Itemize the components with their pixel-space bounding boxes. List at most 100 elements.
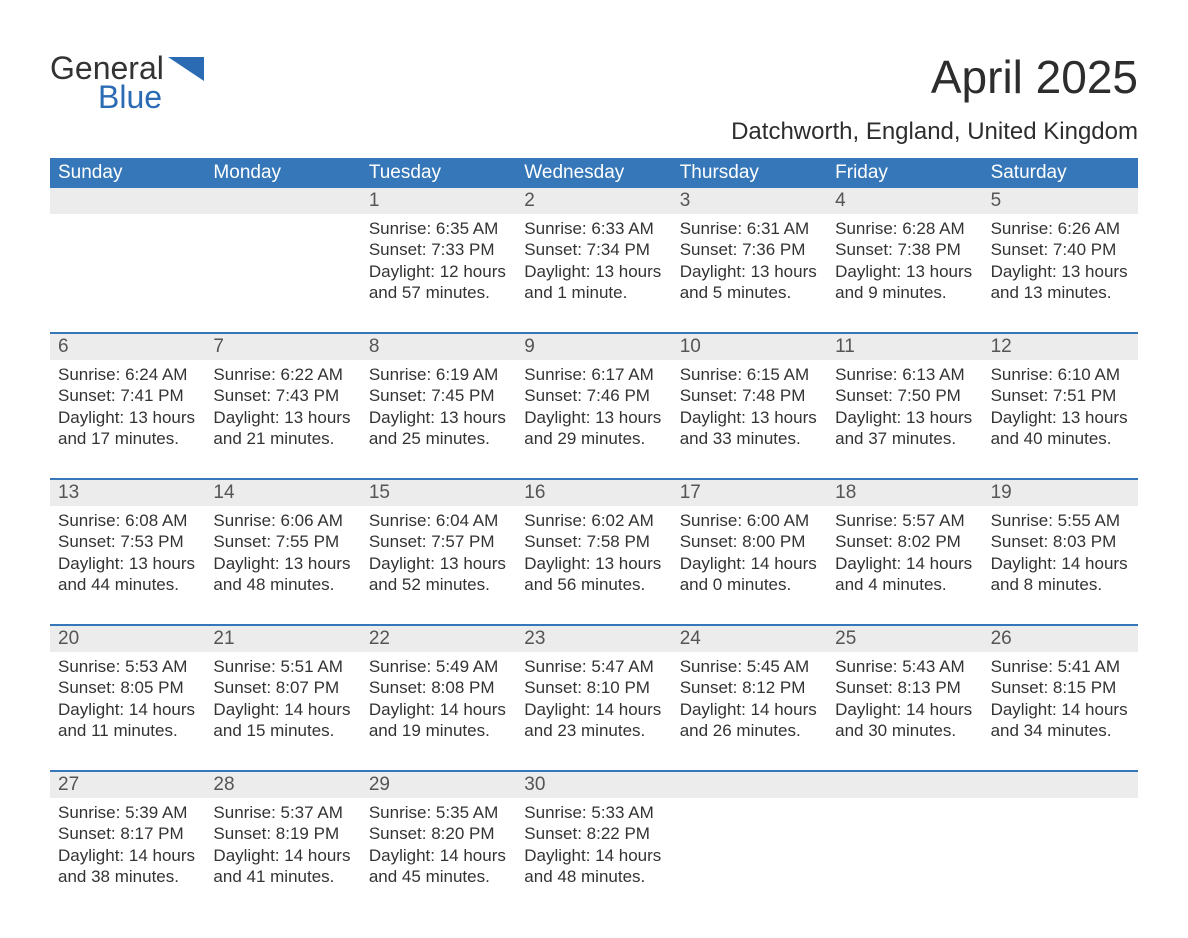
- day-header: Thursday: [672, 158, 827, 188]
- daylight-text: Daylight: 13 hours and 52 minutes.: [369, 553, 508, 596]
- day-number: [827, 772, 982, 798]
- sunrise-text: Sunrise: 5:35 AM: [369, 802, 508, 823]
- calendar: SundayMondayTuesdayWednesdayThursdayFrid…: [50, 158, 1138, 898]
- calendar-cell: [50, 214, 205, 314]
- day-header: Saturday: [983, 158, 1138, 188]
- daylight-text: Daylight: 13 hours and 44 minutes.: [58, 553, 197, 596]
- sunset-text: Sunset: 8:13 PM: [835, 677, 974, 698]
- calendar-cell: Sunrise: 6:13 AMSunset: 7:50 PMDaylight:…: [827, 360, 982, 460]
- sunset-text: Sunset: 8:00 PM: [680, 531, 819, 552]
- sunrise-text: Sunrise: 6:00 AM: [680, 510, 819, 531]
- day-number: 1: [361, 188, 516, 214]
- day-number: 8: [361, 334, 516, 360]
- sunrise-text: Sunrise: 6:19 AM: [369, 364, 508, 385]
- daylight-text: Daylight: 12 hours and 57 minutes.: [369, 261, 508, 304]
- sunrise-text: Sunrise: 5:37 AM: [213, 802, 352, 823]
- daylight-text: Daylight: 14 hours and 8 minutes.: [991, 553, 1130, 596]
- sunrise-text: Sunrise: 5:55 AM: [991, 510, 1130, 531]
- calendar-cell: [827, 798, 982, 898]
- sunset-text: Sunset: 8:05 PM: [58, 677, 197, 698]
- month-title: April 2025: [731, 50, 1138, 104]
- day-number-row: 20212223242526: [50, 626, 1138, 652]
- sunrise-text: Sunrise: 5:45 AM: [680, 656, 819, 677]
- calendar-cell: Sunrise: 6:33 AMSunset: 7:34 PMDaylight:…: [516, 214, 671, 314]
- day-number: 12: [983, 334, 1138, 360]
- daylight-text: Daylight: 14 hours and 45 minutes.: [369, 845, 508, 888]
- sunrise-text: Sunrise: 6:35 AM: [369, 218, 508, 239]
- day-number: [50, 188, 205, 214]
- day-number-row: 27282930: [50, 772, 1138, 798]
- daylight-text: Daylight: 13 hours and 9 minutes.: [835, 261, 974, 304]
- sunset-text: Sunset: 8:07 PM: [213, 677, 352, 698]
- calendar-cell: Sunrise: 5:33 AMSunset: 8:22 PMDaylight:…: [516, 798, 671, 898]
- calendar-cell: [205, 214, 360, 314]
- day-number: 22: [361, 626, 516, 652]
- sunrise-text: Sunrise: 5:57 AM: [835, 510, 974, 531]
- day-number: 19: [983, 480, 1138, 506]
- sunset-text: Sunset: 7:51 PM: [991, 385, 1130, 406]
- daylight-text: Daylight: 14 hours and 38 minutes.: [58, 845, 197, 888]
- daylight-text: Daylight: 13 hours and 56 minutes.: [524, 553, 663, 596]
- day-header: Tuesday: [361, 158, 516, 188]
- daylight-text: Daylight: 13 hours and 17 minutes.: [58, 407, 197, 450]
- day-number: 11: [827, 334, 982, 360]
- daylight-text: Daylight: 14 hours and 26 minutes.: [680, 699, 819, 742]
- sunrise-text: Sunrise: 5:47 AM: [524, 656, 663, 677]
- daylight-text: Daylight: 14 hours and 41 minutes.: [213, 845, 352, 888]
- calendar-cell: Sunrise: 5:35 AMSunset: 8:20 PMDaylight:…: [361, 798, 516, 898]
- sunrise-text: Sunrise: 5:33 AM: [524, 802, 663, 823]
- day-number: 6: [50, 334, 205, 360]
- calendar-cell: Sunrise: 6:00 AMSunset: 8:00 PMDaylight:…: [672, 506, 827, 606]
- day-header: Monday: [205, 158, 360, 188]
- daylight-text: Daylight: 14 hours and 30 minutes.: [835, 699, 974, 742]
- week-row: 12345Sunrise: 6:35 AMSunset: 7:33 PMDayl…: [50, 188, 1138, 314]
- daylight-text: Daylight: 14 hours and 0 minutes.: [680, 553, 819, 596]
- day-number: 23: [516, 626, 671, 652]
- sunrise-text: Sunrise: 6:04 AM: [369, 510, 508, 531]
- calendar-cell: [672, 798, 827, 898]
- sunrise-text: Sunrise: 5:43 AM: [835, 656, 974, 677]
- day-number: 21: [205, 626, 360, 652]
- calendar-cell: Sunrise: 6:04 AMSunset: 7:57 PMDaylight:…: [361, 506, 516, 606]
- sunset-text: Sunset: 7:38 PM: [835, 239, 974, 260]
- sunrise-text: Sunrise: 6:28 AM: [835, 218, 974, 239]
- daylight-text: Daylight: 14 hours and 11 minutes.: [58, 699, 197, 742]
- daylight-text: Daylight: 14 hours and 15 minutes.: [213, 699, 352, 742]
- daylight-text: Daylight: 14 hours and 48 minutes.: [524, 845, 663, 888]
- sunset-text: Sunset: 8:08 PM: [369, 677, 508, 698]
- day-number: 17: [672, 480, 827, 506]
- daylight-text: Daylight: 14 hours and 19 minutes.: [369, 699, 508, 742]
- calendar-cell: Sunrise: 5:49 AMSunset: 8:08 PMDaylight:…: [361, 652, 516, 752]
- day-number-row: 12345: [50, 188, 1138, 214]
- day-number: 28: [205, 772, 360, 798]
- sunrise-text: Sunrise: 5:39 AM: [58, 802, 197, 823]
- daylight-text: Daylight: 14 hours and 34 minutes.: [991, 699, 1130, 742]
- logo: General Blue: [50, 50, 204, 116]
- sunset-text: Sunset: 7:45 PM: [369, 385, 508, 406]
- daylight-text: Daylight: 13 hours and 37 minutes.: [835, 407, 974, 450]
- daylight-text: Daylight: 13 hours and 33 minutes.: [680, 407, 819, 450]
- day-number: 2: [516, 188, 671, 214]
- day-number: 4: [827, 188, 982, 214]
- calendar-cell: Sunrise: 6:28 AMSunset: 7:38 PMDaylight:…: [827, 214, 982, 314]
- calendar-cell: Sunrise: 6:02 AMSunset: 7:58 PMDaylight:…: [516, 506, 671, 606]
- sunset-text: Sunset: 8:22 PM: [524, 823, 663, 844]
- sunset-text: Sunset: 8:15 PM: [991, 677, 1130, 698]
- day-number: 25: [827, 626, 982, 652]
- sunrise-text: Sunrise: 6:10 AM: [991, 364, 1130, 385]
- sunset-text: Sunset: 7:33 PM: [369, 239, 508, 260]
- calendar-cell: [983, 798, 1138, 898]
- day-number-row: 13141516171819: [50, 480, 1138, 506]
- sunset-text: Sunset: 7:48 PM: [680, 385, 819, 406]
- sunrise-text: Sunrise: 5:49 AM: [369, 656, 508, 677]
- daylight-text: Daylight: 13 hours and 1 minute.: [524, 261, 663, 304]
- daylight-text: Daylight: 13 hours and 29 minutes.: [524, 407, 663, 450]
- daylight-text: Daylight: 13 hours and 48 minutes.: [213, 553, 352, 596]
- week-row: 6789101112Sunrise: 6:24 AMSunset: 7:41 P…: [50, 332, 1138, 460]
- week-row: 13141516171819Sunrise: 6:08 AMSunset: 7:…: [50, 478, 1138, 606]
- calendar-cell: Sunrise: 5:53 AMSunset: 8:05 PMDaylight:…: [50, 652, 205, 752]
- sunrise-text: Sunrise: 5:41 AM: [991, 656, 1130, 677]
- calendar-cell: Sunrise: 5:55 AMSunset: 8:03 PMDaylight:…: [983, 506, 1138, 606]
- day-number: 3: [672, 188, 827, 214]
- calendar-cell: Sunrise: 5:41 AMSunset: 8:15 PMDaylight:…: [983, 652, 1138, 752]
